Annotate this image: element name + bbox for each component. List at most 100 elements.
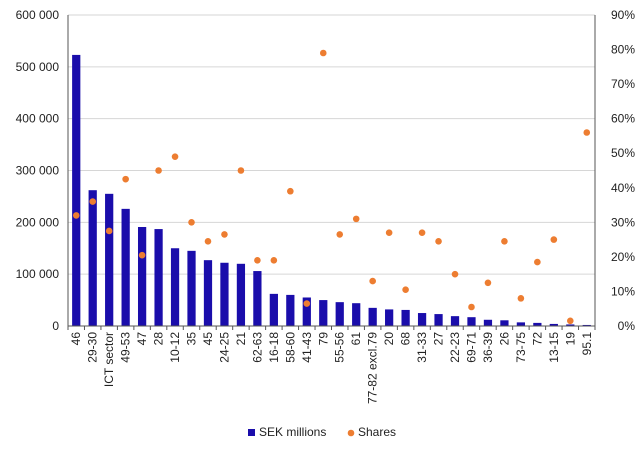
- point: [385, 229, 393, 236]
- point: [89, 198, 97, 205]
- x-tick-label: 31-33: [415, 332, 429, 363]
- point: [566, 317, 574, 325]
- x-tick-label: 46: [69, 332, 83, 346]
- bar: [269, 293, 278, 326]
- bar: [72, 54, 81, 326]
- y2-tick-label: 50%: [611, 146, 635, 160]
- y-tick-label: 100 000: [16, 267, 60, 281]
- x-tick-label: 79: [316, 332, 330, 346]
- point: [155, 167, 162, 174]
- legend: SEK millions Shares: [248, 425, 396, 439]
- bar: [533, 322, 542, 326]
- y2-tick-label: 20%: [611, 250, 635, 264]
- point: [418, 229, 426, 236]
- bar: [88, 190, 97, 326]
- y-tick-label: 500 000: [16, 60, 60, 74]
- point: [501, 238, 508, 245]
- legend-swatch-sek-millions: [248, 429, 255, 436]
- bar: [467, 317, 476, 326]
- x-tick-label: 61: [349, 332, 363, 346]
- bar: [187, 250, 196, 326]
- x-tick-label: 72: [530, 332, 544, 346]
- bar: [582, 324, 591, 326]
- x-tick-label: 62-63: [250, 332, 264, 363]
- legend-swatch-shares: [347, 429, 355, 437]
- point: [171, 153, 179, 160]
- x-tick-label: 19: [563, 332, 577, 346]
- bar: [368, 307, 377, 326]
- bar: [385, 309, 394, 326]
- y2-tick-label: 60%: [611, 112, 635, 126]
- x-tick-label: 36-39: [481, 332, 495, 363]
- point: [534, 258, 541, 266]
- point: [287, 187, 294, 195]
- bar: [203, 260, 213, 326]
- point: [484, 279, 492, 287]
- x-tick-label: 21: [234, 332, 248, 346]
- x-tick-label: 55-56: [333, 332, 347, 363]
- bar: [105, 193, 114, 326]
- y2-tick-label: 40%: [611, 181, 635, 195]
- point: [303, 300, 311, 307]
- left-axis-tick-labels: 0 100 000 200 000 300 000 400 000 500 000 600 …: [16, 8, 60, 333]
- y2-tick-label: 70%: [611, 77, 635, 91]
- right-axis-tick-labels: 0% 10% 20% 30% 40% 50% 60% 70% 80% 90%: [611, 8, 635, 333]
- bar: [236, 263, 246, 326]
- bar: [220, 262, 229, 326]
- bar: [450, 316, 460, 326]
- x-tick-label: 10-12: [168, 332, 182, 363]
- point: [319, 49, 327, 57]
- point: [435, 238, 442, 245]
- x-tick-label: 27: [432, 332, 446, 346]
- bar: [286, 294, 295, 326]
- x-tick-label: 77-82 excl.79: [366, 332, 380, 404]
- point: [468, 303, 475, 311]
- bar: [137, 226, 147, 326]
- x-tick-label: 26: [497, 332, 511, 346]
- bar: [566, 324, 575, 326]
- legend-label-sek-millions: SEK millions: [259, 425, 326, 439]
- x-tick-label: 49-53: [119, 332, 133, 363]
- axes: [67, 15, 596, 330]
- x-tick-label: 20: [382, 332, 396, 346]
- x-tick-label: 95.1: [580, 332, 594, 356]
- bar: [401, 309, 410, 326]
- point: [270, 257, 278, 264]
- x-tick-label: 68: [399, 332, 413, 346]
- y2-tick-label: 0%: [618, 319, 636, 333]
- point: [72, 212, 80, 219]
- point: [336, 231, 344, 238]
- bar: [352, 303, 361, 326]
- y-tick-label: 200 000: [16, 215, 60, 229]
- y2-tick-label: 80%: [611, 43, 635, 57]
- legend-label-shares: Shares: [358, 425, 396, 439]
- point: [583, 129, 591, 136]
- bar: [549, 323, 558, 326]
- y2-tick-label: 10%: [611, 284, 635, 298]
- point: [221, 231, 228, 238]
- point: [550, 236, 558, 243]
- x-tick-label: 24-25: [217, 332, 231, 363]
- x-axis-tick-labels: 46 29-30 ICT sector 49-53 47 28 10-12 35 45 24-25…: [69, 332, 594, 404]
- point: [517, 295, 525, 302]
- x-tick-label: 22-23: [448, 332, 462, 363]
- bar: [154, 229, 163, 326]
- point: [188, 219, 195, 226]
- x-tick-label: ICT sector: [102, 332, 116, 387]
- point: [237, 167, 245, 174]
- x-tick-label: 69-71: [464, 332, 478, 363]
- point: [369, 277, 376, 285]
- bar: [121, 208, 130, 326]
- x-tick-label: 29-30: [86, 332, 100, 363]
- point: [352, 215, 360, 223]
- point: [402, 286, 409, 294]
- bar: [253, 271, 262, 326]
- x-tick-label: 35: [185, 332, 199, 346]
- bar: [434, 314, 443, 326]
- gridlines: [68, 14, 595, 275]
- point: [138, 251, 146, 259]
- scatter-series-shares: [72, 49, 591, 325]
- x-tick-label: 47: [135, 332, 149, 346]
- point: [105, 227, 113, 235]
- point: [451, 270, 459, 278]
